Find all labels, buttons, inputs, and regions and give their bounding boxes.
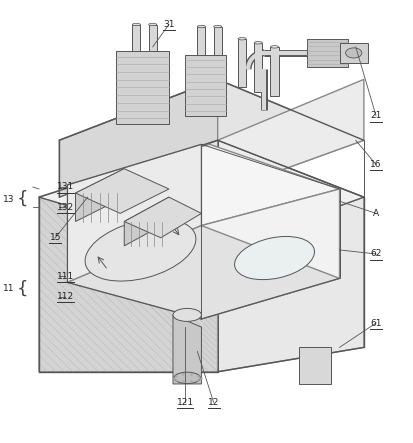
- Polygon shape: [148, 24, 157, 51]
- Text: 31: 31: [163, 20, 174, 29]
- Text: 13: 13: [3, 194, 14, 204]
- Text: {: {: [17, 280, 28, 298]
- Text: {: {: [17, 190, 28, 208]
- Ellipse shape: [345, 48, 361, 58]
- Polygon shape: [185, 55, 225, 116]
- Ellipse shape: [270, 46, 278, 48]
- Text: 15: 15: [49, 233, 61, 242]
- Ellipse shape: [234, 237, 314, 280]
- Ellipse shape: [237, 38, 245, 40]
- Polygon shape: [75, 169, 169, 214]
- Text: 12: 12: [207, 398, 219, 407]
- Polygon shape: [254, 43, 262, 92]
- Ellipse shape: [254, 42, 262, 44]
- Text: 121: 121: [176, 398, 193, 407]
- Polygon shape: [39, 197, 217, 372]
- Text: 11: 11: [3, 284, 14, 293]
- Polygon shape: [306, 39, 347, 67]
- Polygon shape: [173, 315, 201, 384]
- Text: 61: 61: [369, 319, 381, 327]
- Polygon shape: [124, 197, 169, 246]
- Ellipse shape: [148, 23, 157, 26]
- Polygon shape: [67, 144, 201, 283]
- Polygon shape: [270, 47, 278, 96]
- Text: 131: 131: [57, 183, 74, 191]
- Text: A: A: [372, 209, 378, 218]
- Polygon shape: [339, 43, 367, 63]
- Polygon shape: [197, 27, 205, 55]
- Text: 21: 21: [370, 111, 381, 120]
- Polygon shape: [298, 347, 330, 384]
- Polygon shape: [59, 79, 363, 193]
- Polygon shape: [132, 24, 140, 51]
- Polygon shape: [124, 197, 201, 238]
- Ellipse shape: [85, 219, 195, 281]
- Text: 111: 111: [57, 272, 74, 281]
- Polygon shape: [75, 169, 124, 222]
- Ellipse shape: [213, 25, 221, 28]
- Polygon shape: [217, 79, 363, 193]
- Ellipse shape: [132, 23, 140, 26]
- Text: 112: 112: [57, 292, 74, 301]
- Polygon shape: [217, 197, 363, 372]
- Polygon shape: [39, 140, 363, 250]
- Ellipse shape: [173, 308, 201, 322]
- Text: 62: 62: [370, 249, 381, 259]
- Polygon shape: [213, 27, 221, 55]
- Text: 132: 132: [57, 203, 74, 212]
- Ellipse shape: [173, 372, 200, 384]
- Polygon shape: [67, 225, 339, 319]
- Polygon shape: [201, 189, 339, 319]
- Polygon shape: [116, 51, 169, 124]
- Text: 16: 16: [369, 160, 381, 169]
- Polygon shape: [59, 79, 217, 197]
- Ellipse shape: [197, 25, 205, 28]
- Polygon shape: [237, 39, 245, 87]
- Polygon shape: [67, 144, 339, 225]
